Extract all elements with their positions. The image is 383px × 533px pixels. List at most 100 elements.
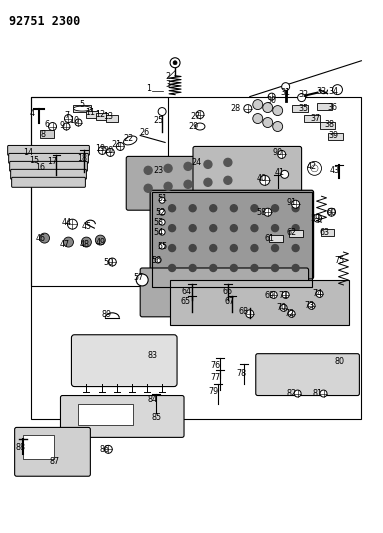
FancyBboxPatch shape xyxy=(8,146,89,156)
Text: 88: 88 xyxy=(16,443,26,452)
Circle shape xyxy=(204,179,212,187)
Circle shape xyxy=(308,161,321,175)
Circle shape xyxy=(196,110,204,118)
Text: 58: 58 xyxy=(257,208,267,217)
Bar xyxy=(289,230,303,237)
Text: 73: 73 xyxy=(304,301,314,310)
Circle shape xyxy=(98,147,106,155)
Circle shape xyxy=(169,205,175,212)
Text: 7: 7 xyxy=(64,111,69,120)
Circle shape xyxy=(253,100,263,110)
Text: 30: 30 xyxy=(267,96,277,105)
Circle shape xyxy=(75,119,82,126)
Text: 77: 77 xyxy=(211,373,221,382)
Bar xyxy=(87,111,98,118)
Circle shape xyxy=(230,224,237,232)
Circle shape xyxy=(224,176,232,184)
Circle shape xyxy=(210,264,217,271)
Bar xyxy=(291,105,308,112)
Circle shape xyxy=(292,224,299,232)
Circle shape xyxy=(159,219,165,225)
Circle shape xyxy=(159,197,165,203)
Circle shape xyxy=(272,245,278,252)
Text: 55: 55 xyxy=(157,241,167,251)
Text: 59: 59 xyxy=(311,214,321,223)
Circle shape xyxy=(327,208,336,216)
Circle shape xyxy=(281,171,289,179)
Text: 35: 35 xyxy=(298,104,309,113)
Circle shape xyxy=(116,142,124,150)
Circle shape xyxy=(155,257,161,263)
Text: 33: 33 xyxy=(316,87,327,96)
Circle shape xyxy=(314,214,321,222)
Text: 1: 1 xyxy=(146,84,151,93)
Text: 26: 26 xyxy=(139,128,149,137)
Text: 82: 82 xyxy=(286,389,297,398)
Ellipse shape xyxy=(74,106,92,111)
Circle shape xyxy=(136,274,148,286)
Circle shape xyxy=(169,264,175,271)
Text: 37: 37 xyxy=(311,114,321,123)
Text: 62: 62 xyxy=(286,228,297,237)
Circle shape xyxy=(210,205,217,212)
Text: 46: 46 xyxy=(36,233,46,243)
Text: 20: 20 xyxy=(103,146,113,155)
FancyBboxPatch shape xyxy=(11,177,85,187)
Circle shape xyxy=(189,245,196,252)
Circle shape xyxy=(282,292,289,298)
Circle shape xyxy=(173,61,177,64)
Circle shape xyxy=(244,104,252,112)
Circle shape xyxy=(316,290,323,297)
Text: 29: 29 xyxy=(189,122,199,131)
Circle shape xyxy=(251,205,258,212)
Circle shape xyxy=(159,209,165,215)
Circle shape xyxy=(253,114,263,124)
Text: 3: 3 xyxy=(165,80,170,89)
Circle shape xyxy=(332,85,342,95)
Text: 16: 16 xyxy=(36,163,46,172)
Text: 72: 72 xyxy=(285,309,295,318)
Circle shape xyxy=(230,205,237,212)
Text: 63: 63 xyxy=(319,228,329,237)
Circle shape xyxy=(292,205,299,212)
Circle shape xyxy=(273,122,283,132)
Text: 75: 75 xyxy=(334,255,345,264)
Text: 41: 41 xyxy=(275,168,285,177)
Text: 49: 49 xyxy=(95,238,105,247)
Circle shape xyxy=(204,160,212,168)
Circle shape xyxy=(308,302,315,309)
Text: 19: 19 xyxy=(95,144,105,153)
Bar xyxy=(316,103,332,110)
Circle shape xyxy=(280,304,287,311)
Text: 10: 10 xyxy=(69,116,79,125)
Circle shape xyxy=(67,219,77,229)
Text: 32: 32 xyxy=(298,90,309,99)
Bar xyxy=(319,122,336,129)
Circle shape xyxy=(294,390,301,397)
Text: 71: 71 xyxy=(278,292,289,301)
Circle shape xyxy=(311,165,318,172)
Text: 74: 74 xyxy=(313,289,322,298)
Bar xyxy=(23,435,54,459)
Text: 60: 60 xyxy=(326,208,337,217)
Circle shape xyxy=(63,123,70,130)
Text: 80: 80 xyxy=(334,357,344,366)
Bar xyxy=(304,115,319,122)
Text: 2: 2 xyxy=(165,72,171,81)
Text: 43: 43 xyxy=(329,166,339,175)
Circle shape xyxy=(144,166,152,174)
Text: 89: 89 xyxy=(101,310,111,319)
Text: 11: 11 xyxy=(85,108,95,117)
FancyBboxPatch shape xyxy=(9,154,88,164)
Text: 24: 24 xyxy=(191,158,201,167)
Circle shape xyxy=(251,224,258,232)
Circle shape xyxy=(39,233,49,243)
FancyBboxPatch shape xyxy=(256,354,359,395)
Text: 57: 57 xyxy=(133,273,143,282)
Text: 17: 17 xyxy=(47,157,57,166)
Circle shape xyxy=(260,175,270,185)
Text: 69: 69 xyxy=(265,292,275,301)
Text: 5: 5 xyxy=(80,100,85,109)
Text: 14: 14 xyxy=(24,148,34,157)
Text: 83: 83 xyxy=(147,351,157,360)
